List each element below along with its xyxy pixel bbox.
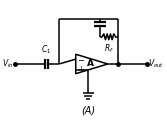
Text: $R_f$: $R_f$ — [104, 43, 114, 55]
Text: $C_1$: $C_1$ — [41, 44, 52, 56]
Text: $V_{out}$: $V_{out}$ — [148, 58, 164, 70]
Text: A: A — [87, 59, 94, 68]
Text: (A): (A) — [81, 106, 95, 116]
Text: $V_{in}$: $V_{in}$ — [2, 58, 14, 70]
Text: $-$: $-$ — [76, 55, 85, 64]
Text: $+$: $+$ — [77, 64, 85, 74]
